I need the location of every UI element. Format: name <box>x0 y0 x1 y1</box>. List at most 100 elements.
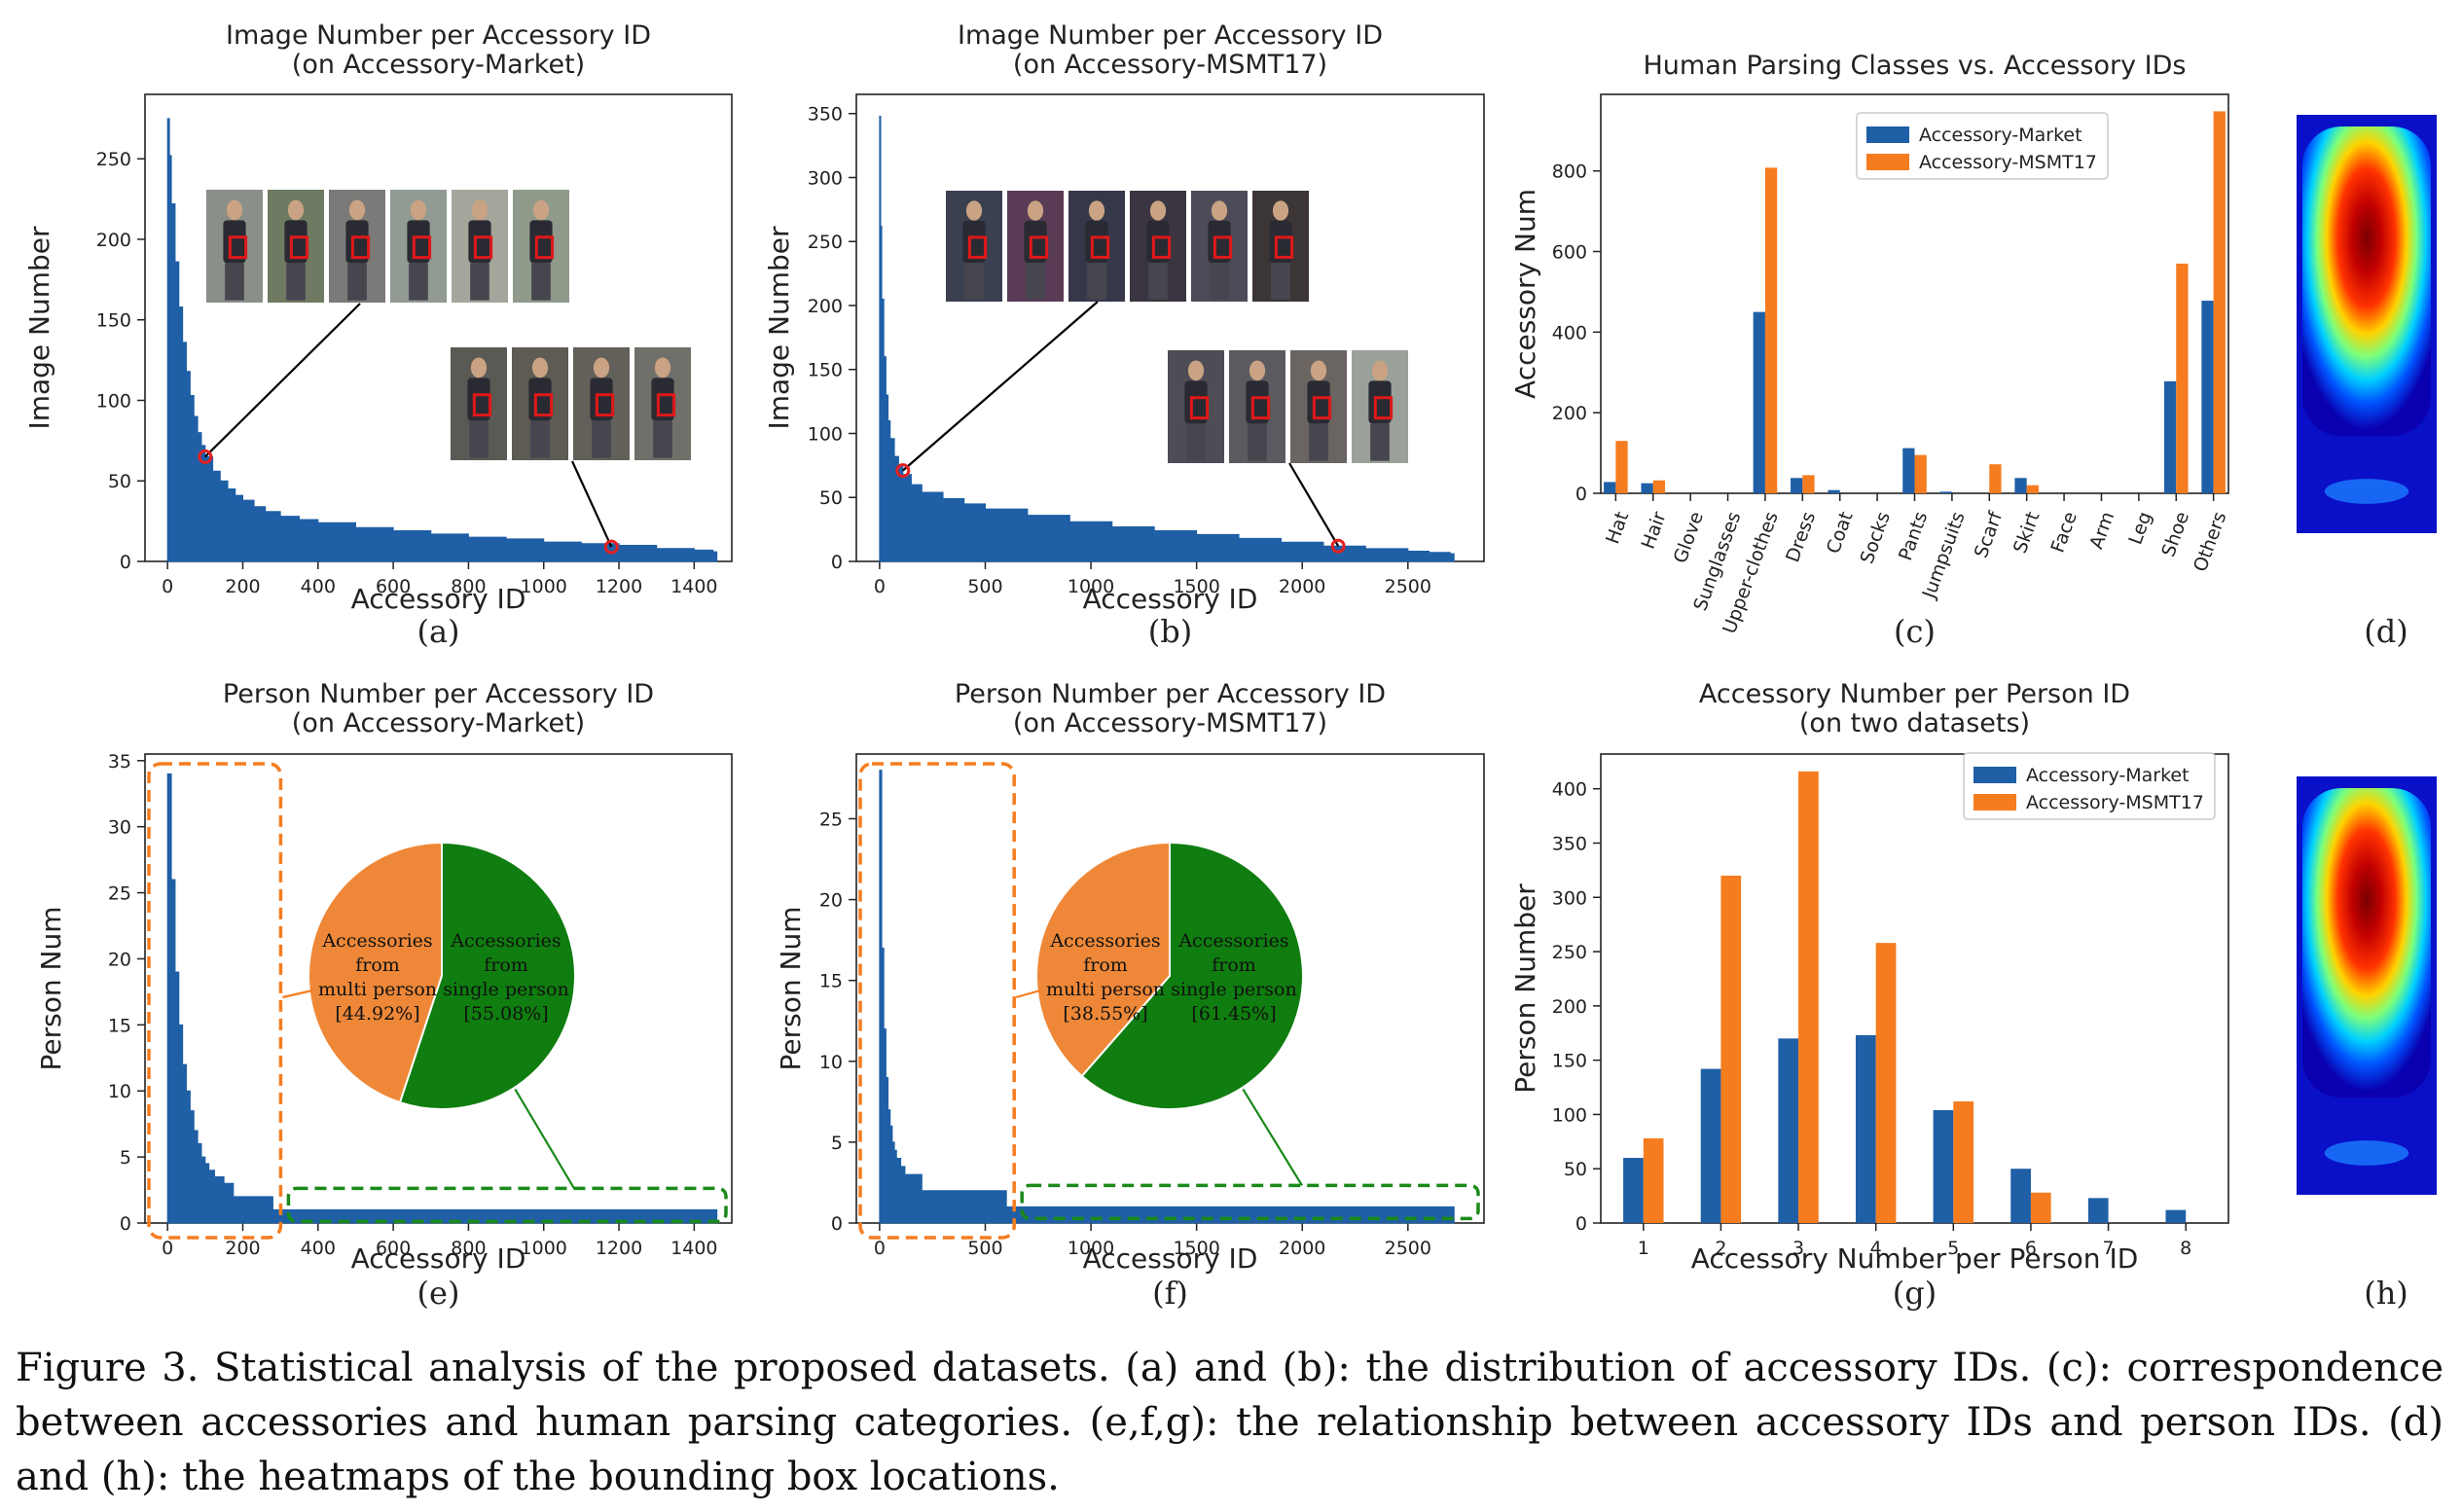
accessory-box <box>473 235 493 260</box>
y-tick-label: 350 <box>808 104 843 126</box>
x-tick-label: Coat <box>1823 509 1858 557</box>
chart-title: (on Accessory-MSMT17) <box>1013 708 1327 738</box>
x-tick-label: Face <box>2047 509 2082 556</box>
y-tick-label: 20 <box>819 890 843 912</box>
accessory-box <box>1250 396 1271 420</box>
x-tick-label: 1000 <box>521 1238 567 1259</box>
panel-label: (h) <box>2364 1275 2408 1312</box>
legend: Accessory-Market Accessory-MSMT17 <box>1963 752 2216 820</box>
pie-label: [55.08%] <box>463 1003 548 1025</box>
bar-accessory-msmt17 <box>1652 480 1666 493</box>
x-tick-label: 1000 <box>521 576 567 597</box>
y-axis-label: Image Number <box>23 226 55 430</box>
pie-label: [44.92%] <box>335 1003 419 1025</box>
y-tick-label: 400 <box>1552 322 1587 343</box>
example-thumbnail <box>452 190 508 303</box>
accessory-box <box>1189 396 1210 420</box>
thumbnail-head <box>532 199 550 221</box>
bar-accessory-market <box>1902 448 1915 493</box>
y-axis-label: Image Number <box>763 226 795 430</box>
legend-label: Accessory-Market <box>1919 125 2082 146</box>
distribution-area <box>879 770 1455 1224</box>
y-tick-label: 300 <box>808 167 843 189</box>
chart-title: Person Number per Accessory ID <box>955 679 1386 709</box>
accessory-box <box>967 235 988 259</box>
chart-f: Person Number per Accessory ID(on Access… <box>775 679 1485 1312</box>
x-tick-label: Others <box>2190 509 2231 575</box>
example-thumbnail <box>946 191 1002 302</box>
pie-label: from <box>355 954 400 976</box>
y-tick-label: 300 <box>1552 887 1587 909</box>
thumbnail-head <box>1027 200 1044 221</box>
y-tick-label: 10 <box>819 1052 843 1073</box>
y-tick-label: 35 <box>108 751 131 773</box>
y-tick-label: 150 <box>96 310 131 332</box>
chart-title: (on Accessory-Market) <box>292 50 585 80</box>
bar-accessory-msmt17 <box>1643 1137 1664 1223</box>
legend-swatch <box>1973 794 2016 810</box>
accessory-box <box>228 235 248 260</box>
chart-title: Human Parsing Classes vs. Accessory IDs <box>1643 51 2186 81</box>
y-tick-label: 20 <box>108 949 131 970</box>
pie-label: Accessories <box>321 930 432 952</box>
thumbnail-legs <box>469 420 489 458</box>
thumbnail-legs <box>531 263 551 301</box>
accessory-box <box>595 393 615 417</box>
chart-b: Image Number per Accessory ID(on Accesso… <box>763 20 1485 650</box>
pie-label: Accessories <box>1177 930 1288 952</box>
accessory-box <box>1090 235 1110 259</box>
pie-label: Accessories <box>1049 930 1160 952</box>
accessory-box <box>656 393 676 417</box>
thumbnail-legs <box>530 420 550 458</box>
legend-swatch <box>1866 154 1909 170</box>
panel-label: (c) <box>1894 613 1936 650</box>
example-thumbnail <box>1229 350 1285 463</box>
bar-accessory-msmt17 <box>1798 771 1819 1223</box>
panel-label: (e) <box>417 1275 460 1312</box>
pie-slice-single-person <box>398 841 576 1110</box>
accessory-box <box>289 235 309 260</box>
x-axis-label: Accessory ID <box>351 583 526 615</box>
x-tick-label: 600 <box>376 1238 411 1259</box>
x-tick-label: Hat <box>1602 509 1633 547</box>
y-tick-label: 150 <box>1552 1051 1587 1072</box>
accessory-box <box>1029 235 1049 259</box>
thumbnail-head <box>1310 360 1327 381</box>
chart-e: Person Number per Accessory ID(on Access… <box>35 679 733 1312</box>
x-tick-label: 1400 <box>670 1238 717 1259</box>
heatmap-h: (h) <box>2297 776 2437 1312</box>
chart-title: Accessory Number per Person ID <box>1699 679 2130 709</box>
bar-accessory-msmt17 <box>1615 441 1628 493</box>
bar-accessory-msmt17 <box>1989 464 2002 493</box>
pie-label: multi person <box>1046 979 1165 1000</box>
example-thumbnail <box>512 347 568 460</box>
accessory-box <box>1312 396 1332 420</box>
example-thumbnail <box>1352 350 1408 463</box>
thumbnail-head <box>470 357 488 378</box>
callout-line <box>204 303 361 458</box>
y-axis-label: Person Num <box>775 907 807 1071</box>
y-tick-label: 5 <box>120 1147 131 1169</box>
bar-accessory-market <box>1641 483 1653 493</box>
bar-accessory-msmt17 <box>2026 485 2039 493</box>
accessory-box <box>1373 396 1394 420</box>
y-tick-label: 400 <box>1552 779 1587 801</box>
pie-label: multi person <box>318 979 437 1000</box>
thumbnail-legs <box>470 263 489 301</box>
caption-label: Figure 3. <box>16 1346 199 1390</box>
plot-frame <box>855 93 1485 562</box>
bar-accessory-market <box>1855 1034 1876 1223</box>
accessory-box <box>1151 235 1172 259</box>
thumbnail-legs <box>409 263 428 301</box>
example-thumbnail <box>513 190 569 303</box>
pie-slice-multi-person <box>1035 841 1171 1078</box>
heatmap-field <box>2302 788 2431 1098</box>
bar-accessory-msmt17 <box>2030 1192 2051 1223</box>
thumbnail-head <box>593 357 610 378</box>
thumbnail-legs <box>1148 263 1168 300</box>
y-tick-label: 0 <box>1575 484 1587 505</box>
pie-label: single person <box>443 979 569 1000</box>
accessory-box <box>533 393 554 417</box>
heatmap-foot-blob <box>2324 1140 2409 1166</box>
chart-title: (on Accessory-MSMT17) <box>1013 50 1327 80</box>
